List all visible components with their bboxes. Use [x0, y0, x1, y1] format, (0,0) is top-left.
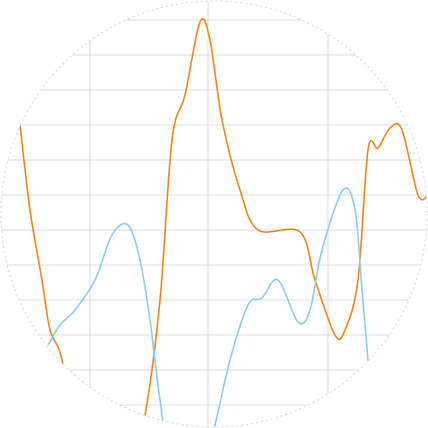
line-series [47, 187, 376, 427]
line-series [19, 17, 427, 427]
